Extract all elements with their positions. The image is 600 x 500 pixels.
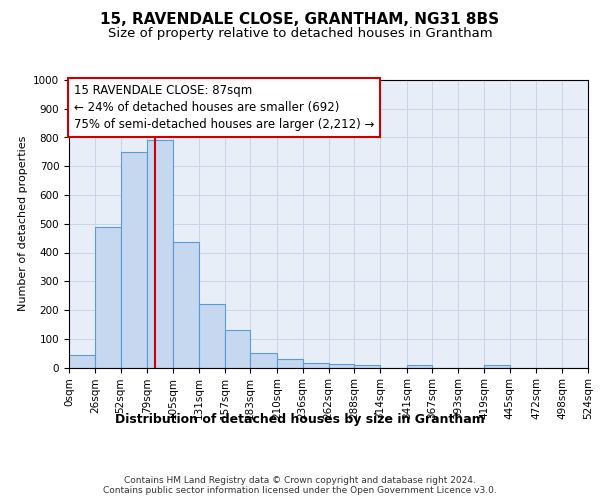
Bar bbox=[407, 364, 433, 368]
Bar bbox=[250, 353, 277, 368]
Bar bbox=[303, 363, 329, 368]
Bar bbox=[95, 226, 121, 368]
Y-axis label: Number of detached properties: Number of detached properties bbox=[17, 136, 28, 312]
Bar bbox=[199, 304, 224, 368]
Bar bbox=[173, 242, 199, 368]
Text: 15, RAVENDALE CLOSE, GRANTHAM, NG31 8BS: 15, RAVENDALE CLOSE, GRANTHAM, NG31 8BS bbox=[100, 12, 500, 28]
Bar bbox=[147, 140, 173, 368]
Text: Distribution of detached houses by size in Grantham: Distribution of detached houses by size … bbox=[115, 412, 485, 426]
Bar bbox=[354, 364, 380, 368]
Bar bbox=[224, 330, 250, 368]
Text: Contains HM Land Registry data © Crown copyright and database right 2024.
Contai: Contains HM Land Registry data © Crown c… bbox=[103, 476, 497, 495]
Text: 15 RAVENDALE CLOSE: 87sqm
← 24% of detached houses are smaller (692)
75% of semi: 15 RAVENDALE CLOSE: 87sqm ← 24% of detac… bbox=[74, 84, 374, 132]
Bar bbox=[277, 359, 303, 368]
Bar bbox=[121, 152, 147, 368]
Bar bbox=[69, 354, 95, 368]
Bar bbox=[484, 364, 510, 368]
Bar bbox=[329, 364, 354, 368]
Text: Size of property relative to detached houses in Grantham: Size of property relative to detached ho… bbox=[107, 28, 493, 40]
